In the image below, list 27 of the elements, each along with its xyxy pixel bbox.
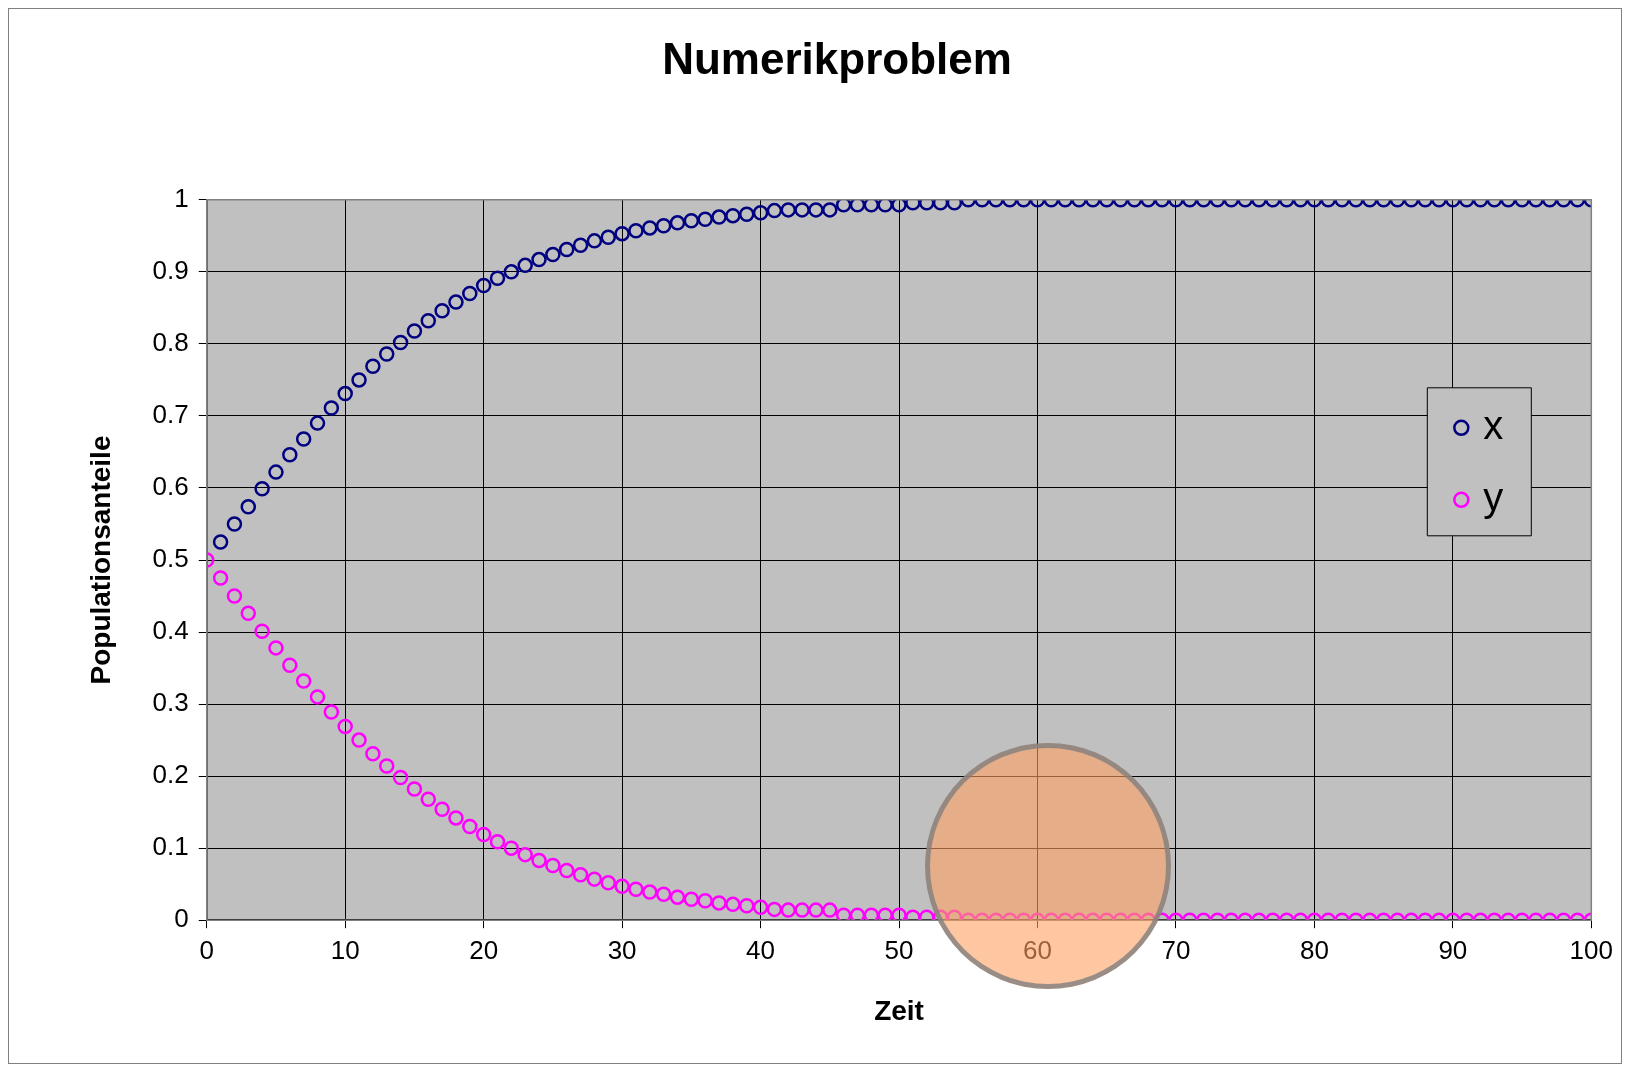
y-axis-title: Populationsanteile [84,435,116,685]
y-tick-label: 0.4 [152,615,189,646]
legend-label: x [1483,402,1504,447]
legend-label: y [1483,474,1504,519]
x-axis-title: Zeit [874,994,924,1026]
y-tick-label: 0.6 [152,471,189,502]
x-tick-label: 0 [199,934,214,965]
y-tick-label: 0.5 [152,543,189,574]
x-tick-label: 80 [1299,934,1329,965]
y-tick-label: 0.2 [152,759,189,790]
y-tick-label: 0.9 [152,255,189,286]
x-tick-label: 20 [469,934,499,965]
x-tick-label: 50 [884,934,914,965]
y-tick-label: 0.1 [152,831,189,862]
x-tick-label: 10 [330,934,360,965]
y-tick-label: 0.8 [152,327,189,358]
y-tick-label: 0 [174,903,189,934]
y-tick-label: 1 [174,182,189,213]
x-tick-label: 100 [1569,934,1614,965]
x-tick-label: 70 [1161,934,1191,965]
x-tick-label: 30 [607,934,637,965]
x-tick-label: 40 [746,934,776,965]
x-tick-label: 60 [1023,934,1052,965]
y-tick-label: 0.3 [152,687,189,718]
x-tick-label: 90 [1438,934,1468,965]
chart-title: Numerikproblem [662,33,1012,83]
y-tick-label: 0.7 [152,399,189,430]
